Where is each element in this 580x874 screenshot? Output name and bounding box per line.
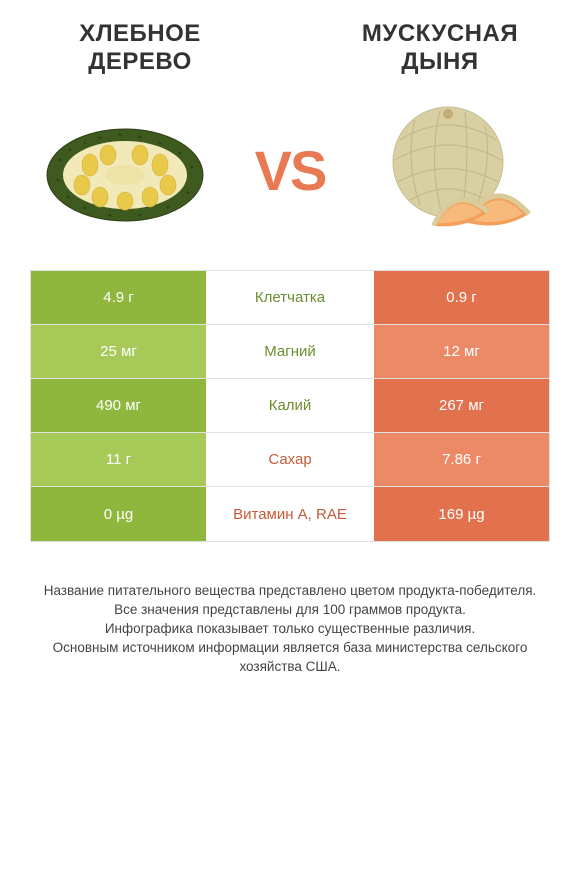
- value-left: 11 г: [31, 433, 206, 486]
- value-left: 0 µg: [31, 487, 206, 541]
- titles-row: ХЛЕБНОЕ ДЕРЕВО МУСКУСНАЯ ДЫНЯ: [0, 20, 580, 75]
- cantaloupe-icon: [370, 100, 540, 240]
- nutrient-name: Клетчатка: [206, 271, 374, 324]
- value-left: 4.9 г: [31, 271, 206, 324]
- footer-line: Основным источником информации является …: [30, 639, 550, 677]
- value-right: 169 µg: [374, 487, 549, 541]
- table-row: 11 гСахар7.86 г: [31, 433, 549, 487]
- value-right: 0.9 г: [374, 271, 549, 324]
- title-left: ХЛЕБНОЕ ДЕРЕВО: [30, 20, 250, 75]
- table-row: 0 µgВитамин A, RAE169 µg: [31, 487, 549, 541]
- table-row: 25 мгМагний12 мг: [31, 325, 549, 379]
- comparison-table: 4.9 гКлетчатка0.9 г25 мгМагний12 мг490 м…: [30, 270, 550, 542]
- nutrient-name: Магний: [206, 325, 374, 378]
- table-row: 490 мгКалий267 мг: [31, 379, 549, 433]
- footer-line: Все значения представлены для 100 граммо…: [30, 601, 550, 620]
- value-right: 7.86 г: [374, 433, 549, 486]
- title-right: МУСКУСНАЯ ДЫНЯ: [330, 20, 550, 75]
- nutrient-name: Витамин A, RAE: [206, 487, 374, 541]
- footer-notes: Название питательного вещества представл…: [30, 582, 550, 676]
- vs-label: VS: [255, 138, 326, 203]
- value-right: 267 мг: [374, 379, 549, 432]
- table-row: 4.9 гКлетчатка0.9 г: [31, 271, 549, 325]
- footer-line: Название питательного вещества представл…: [30, 582, 550, 601]
- value-right: 12 мг: [374, 325, 549, 378]
- nutrient-name: Калий: [206, 379, 374, 432]
- value-left: 490 мг: [31, 379, 206, 432]
- hero-row: VS: [0, 75, 580, 270]
- nutrient-name: Сахар: [206, 433, 374, 486]
- jackfruit-icon: [40, 105, 210, 235]
- footer-line: Инфографика показывает только существенн…: [30, 620, 550, 639]
- value-left: 25 мг: [31, 325, 206, 378]
